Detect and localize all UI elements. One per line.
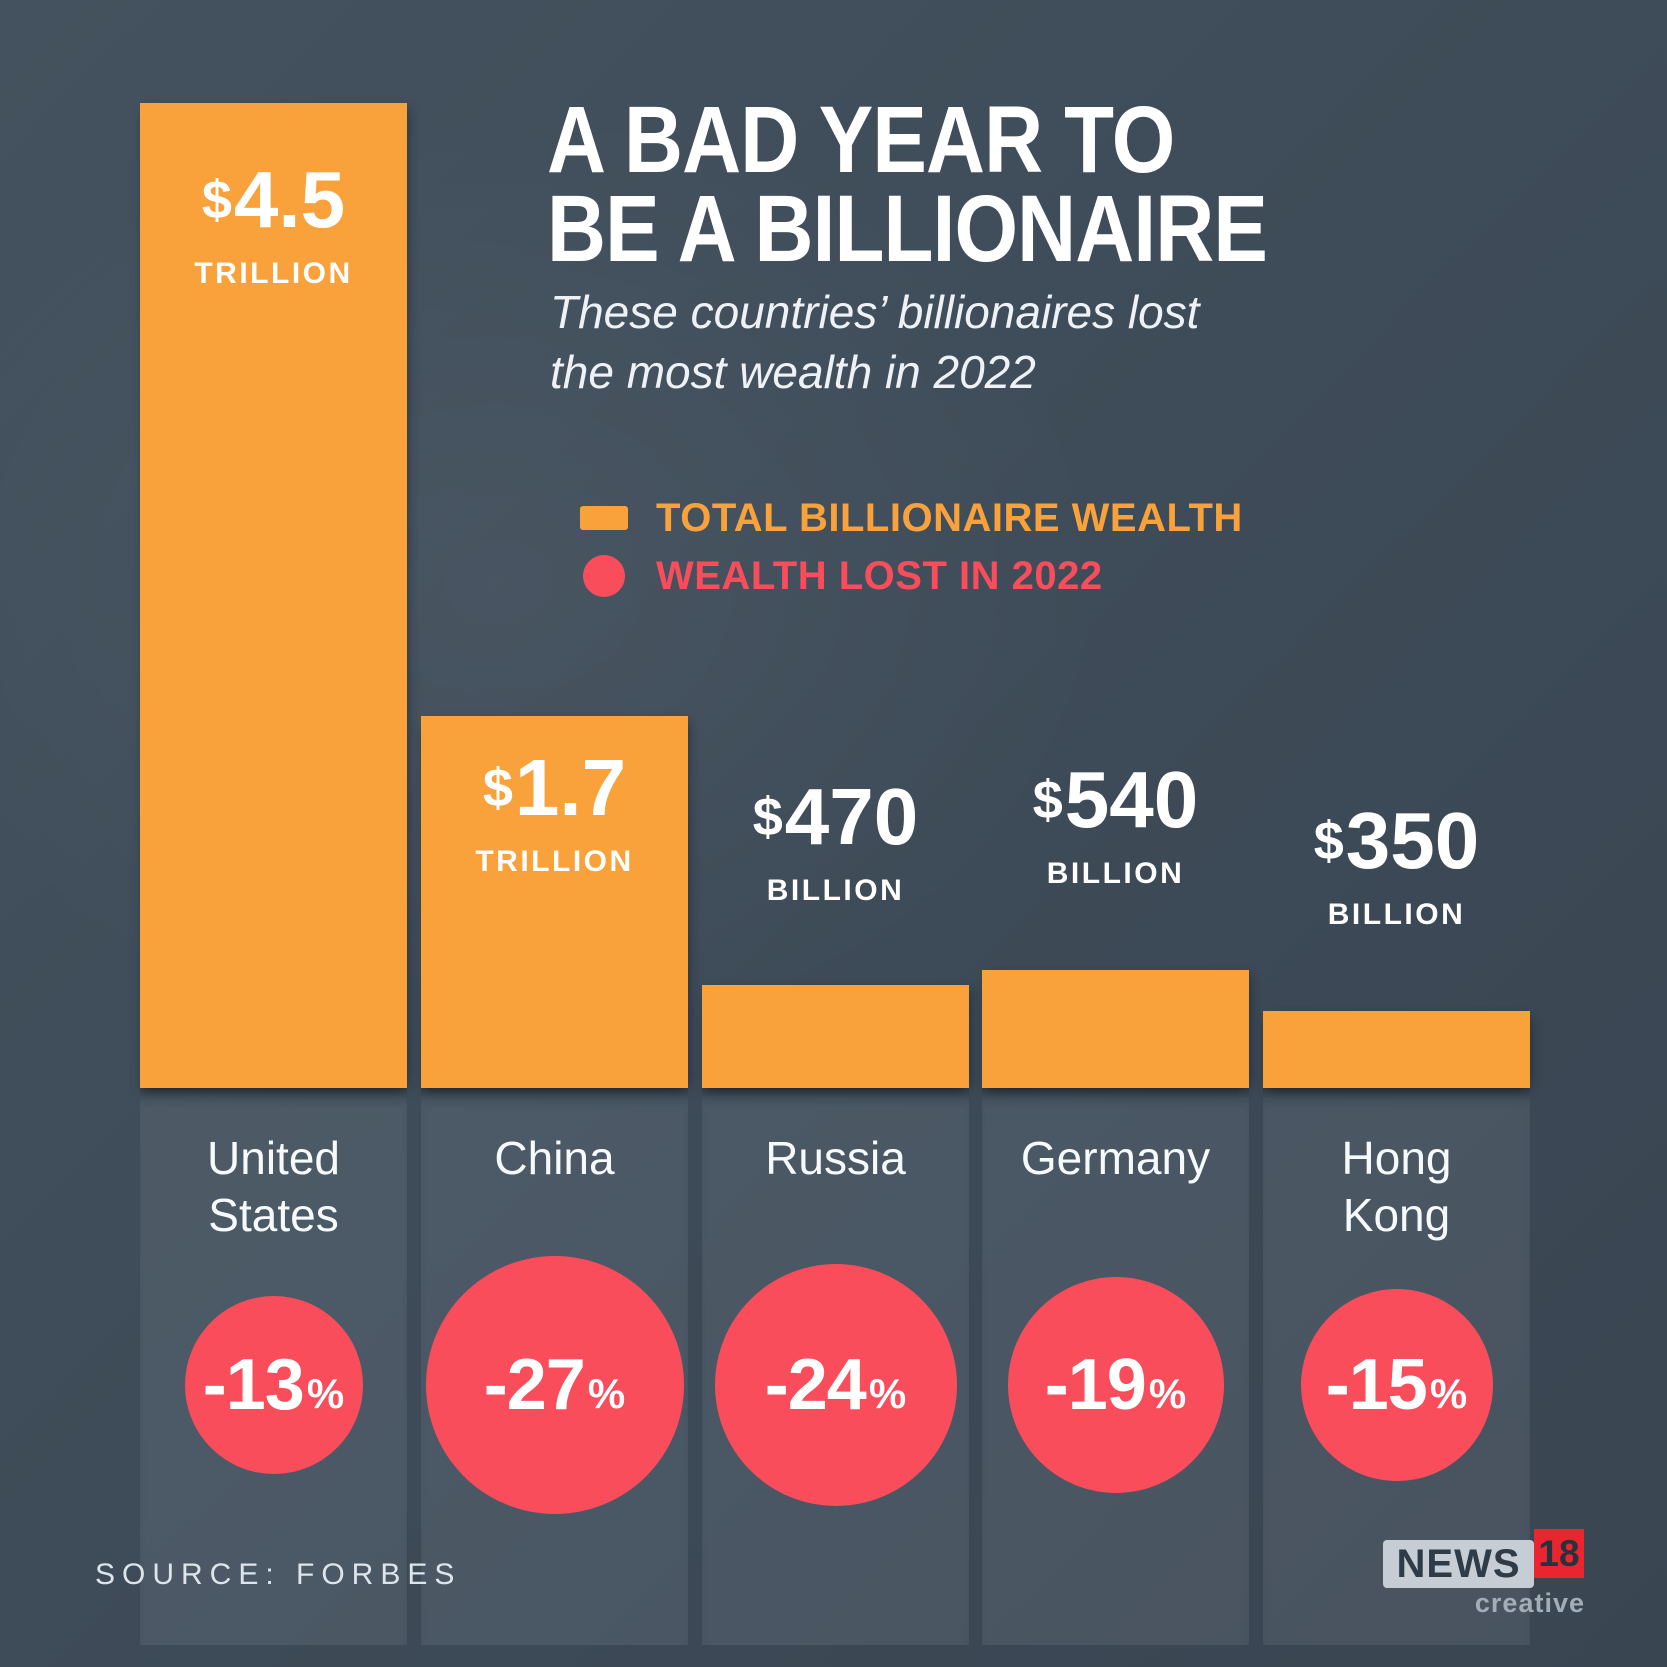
loss-percentage: -13 (202, 1345, 305, 1425)
country-label: Hong Kong (1263, 1130, 1530, 1244)
wealth-amount: $470 (702, 777, 969, 866)
dollar-sign: $ (752, 787, 783, 847)
percent-sign: % (587, 1370, 626, 1417)
news18-creative-logo: NEWS 18 creative (1383, 1529, 1588, 1618)
country-label-line: Kong (1342, 1189, 1451, 1241)
loss-percentage: -19 (1044, 1345, 1147, 1425)
source-label: SOURCE: FORBES (95, 1558, 462, 1591)
wealth-number: 540 (1064, 755, 1199, 844)
red-circle-swatch-icon (583, 555, 625, 597)
percent-sign: % (306, 1370, 345, 1417)
wealth-bar (702, 985, 969, 1088)
dollar-sign: $ (1313, 811, 1344, 871)
wealth-bar (140, 103, 407, 1088)
wealth-value-label: $350 BILLION (1263, 801, 1530, 932)
country-label-line: China (494, 1132, 615, 1184)
percent-sign: % (1429, 1370, 1468, 1417)
country-label-line: United (207, 1132, 340, 1184)
legend-item-wealth-lost: WEALTH LOST IN 2022 (580, 552, 1243, 600)
loss-percentage: -24 (764, 1345, 867, 1425)
wealth-number: 4.5 (233, 155, 346, 244)
legend-label-total-wealth: TOTAL BILLIONAIRE WEALTH (656, 495, 1243, 540)
wealth-unit: BILLION (766, 874, 905, 907)
chart-subtitle-line1: These countries’ billionaires lost (550, 286, 1200, 338)
wealth-number: 1.7 (514, 743, 627, 832)
orange-bar-swatch-icon (580, 506, 628, 530)
dollar-sign: $ (482, 758, 513, 818)
wealth-value-label: $4.5 TRILLION (140, 160, 407, 291)
country-label-line: Hong (1341, 1132, 1452, 1184)
wealth-bar (982, 970, 1249, 1088)
percent-sign: % (1148, 1370, 1187, 1417)
logo-news-box: NEWS (1383, 1540, 1534, 1588)
logo-18-box: 18 (1534, 1529, 1584, 1578)
loss-circle: -19% (1007, 1277, 1224, 1493)
wealth-amount: $4.5 (140, 160, 407, 249)
wealth-number: 470 (784, 772, 919, 861)
loss-percentage: -27 (483, 1345, 586, 1425)
wealth-value-label: $1.7 TRILLION (421, 748, 688, 879)
legend-item-total-wealth: TOTAL BILLIONAIRE WEALTH (580, 494, 1243, 542)
country-label: Germany (982, 1130, 1249, 1187)
country-label-line: States (208, 1189, 339, 1241)
country-label-line: Russia (765, 1132, 906, 1184)
wealth-amount: $1.7 (421, 748, 688, 837)
loss-circle: -27% (425, 1256, 684, 1514)
country-label: Russia (702, 1130, 969, 1187)
wealth-value-label: $540 BILLION (982, 760, 1249, 891)
loss-circle: -13% (184, 1296, 363, 1474)
wealth-bar (421, 716, 688, 1088)
chart-title-line2: BE A BILLIONAIRE (547, 176, 1268, 282)
loss-percentage: -15 (1325, 1345, 1428, 1425)
country-label: China (421, 1130, 688, 1187)
country-label: United States (140, 1130, 407, 1244)
legend: TOTAL BILLIONAIRE WEALTH WEALTH LOST IN … (580, 494, 1243, 610)
wealth-amount: $350 (1263, 801, 1530, 890)
chart-subtitle: These countries’ billionaires lost the m… (550, 282, 1199, 402)
chart-title: A BAD YEAR TO BE A BILLIONAIRE (547, 87, 1268, 282)
percent-sign: % (868, 1370, 907, 1417)
wealth-unit: BILLION (1046, 857, 1185, 890)
loss-circle: -24% (714, 1264, 957, 1506)
loss-circle: -15% (1300, 1289, 1493, 1481)
wealth-amount: $540 (982, 760, 1249, 849)
legend-label-wealth-lost: WEALTH LOST IN 2022 (656, 553, 1103, 598)
country-label-line: Germany (1020, 1132, 1211, 1184)
dollar-sign: $ (1032, 770, 1063, 830)
wealth-number: 350 (1345, 796, 1480, 885)
wealth-bar (1263, 1011, 1530, 1088)
wealth-unit: BILLION (1327, 898, 1466, 931)
logo-creative-label: creative (1474, 1588, 1585, 1618)
dollar-sign: $ (201, 170, 232, 230)
wealth-unit: TRILLION (475, 845, 634, 878)
chart-subtitle-line2: the most wealth in 2022 (550, 346, 1036, 398)
wealth-unit: TRILLION (194, 257, 353, 290)
chart-title-line1: A BAD YEAR TO (547, 87, 1175, 193)
wealth-value-label: $470 BILLION (702, 777, 969, 908)
